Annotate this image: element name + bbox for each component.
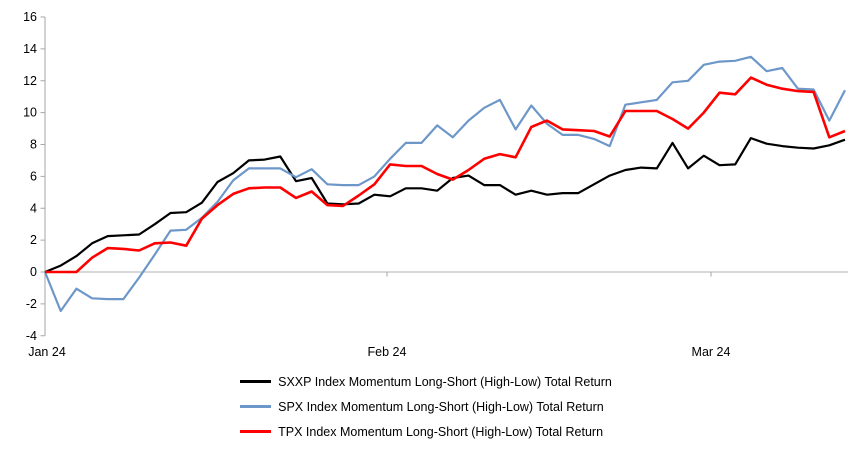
y-tick-label: 16 [23,10,37,24]
y-tick-label: 10 [23,106,37,120]
series-line-tpx [45,76,846,274]
legend-line-sample-sxxp [240,380,272,383]
legend-item-sxxp: SXXP Index Momentum Long-Short (High-Low… [240,369,612,394]
y-tick-label: -2 [26,297,37,311]
legend-item-tpx: TPX Index Momentum Long-Short (High-Low)… [240,419,612,444]
plot-lines [43,55,846,313]
x-tick-label: Mar 24 [692,345,731,359]
y-tick-label: 6 [30,169,37,183]
legend-label-tpx: TPX Index Momentum Long-Short (High-Low)… [278,424,604,439]
legend-line-sample-tpx [240,430,272,433]
series-line-sxxp [44,137,846,274]
chart-legend: SXXP Index Momentum Long-Short (High-Low… [240,369,612,444]
y-tick-label: -4 [26,329,37,343]
y-tick-label: 8 [30,138,37,152]
legend-label-sxxp: SXXP Index Momentum Long-Short (High-Low… [278,374,612,389]
y-tick-label: 4 [30,201,37,215]
y-tick-label: 2 [30,233,37,247]
x-tick-label: Jan 24 [28,345,66,359]
series-line-spx [43,55,846,313]
momentum-line-chart: 16 14 12 10 8 6 4 2 0 -2 -4 Jan 24 Feb 24 Mar 24 [23,10,848,359]
x-tick-label: Feb 24 [368,345,407,359]
y-tick-label: 0 [30,265,37,279]
legend-line-sample-spx [240,405,272,408]
legend-label-spx: SPX Index Momentum Long-Short (High-Low)… [278,399,604,414]
axis-labels: 16 14 12 10 8 6 4 2 0 -2 -4 Jan 24 Feb 24 Mar 24 [23,10,730,359]
y-tick-label: 14 [23,42,37,56]
y-tick-label: 12 [23,74,37,88]
legend-item-spx: SPX Index Momentum Long-Short (High-Low)… [240,394,612,419]
